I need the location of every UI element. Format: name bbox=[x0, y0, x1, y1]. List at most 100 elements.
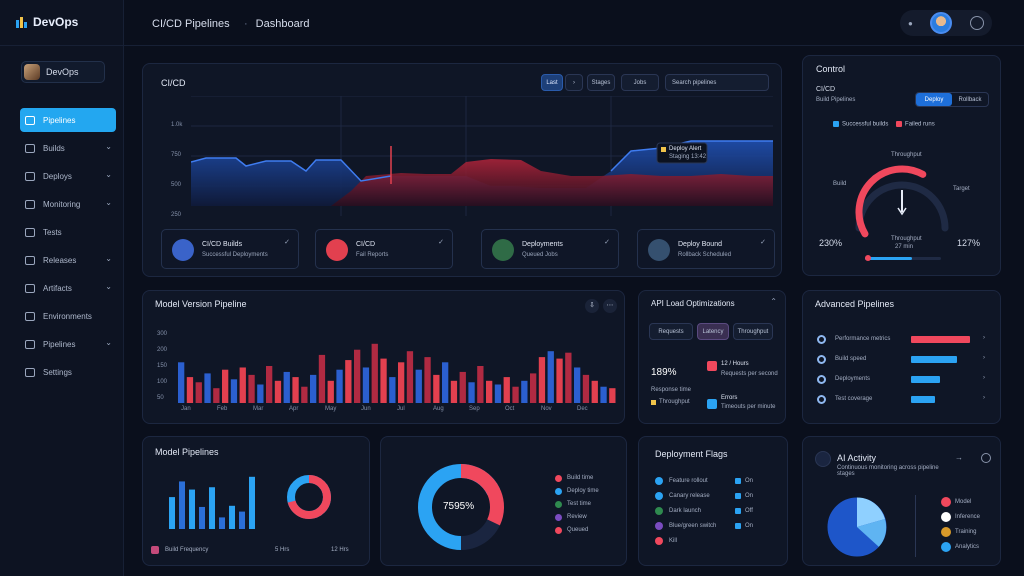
jobs-button[interactable]: Jobs bbox=[621, 74, 659, 91]
sidebar-item-7[interactable]: Environments bbox=[20, 304, 116, 328]
model-bar bbox=[600, 386, 607, 403]
sidebar-item-4[interactable]: Tests bbox=[20, 220, 116, 244]
adv-row-track bbox=[911, 336, 975, 343]
donut-legend-label: Build time bbox=[567, 475, 594, 481]
sidebar-item-0[interactable]: Pipelines bbox=[20, 108, 116, 132]
model-x-tick: Apr bbox=[289, 406, 299, 412]
sidebar-item-3[interactable]: Monitoring ⌄ bbox=[20, 192, 116, 216]
chevron-down-icon: ⌄ bbox=[105, 142, 112, 151]
deploy-toggle: Deploy Rollback bbox=[915, 92, 989, 107]
status-card[interactable]: Deploy Bound Rollback Scheduled ✓ bbox=[637, 229, 775, 269]
model-x-tick: Dec bbox=[577, 406, 588, 412]
control-title: Control bbox=[816, 64, 846, 74]
model-bar bbox=[521, 380, 528, 403]
model-x-tick: Nov bbox=[541, 406, 552, 412]
cicd-y-tick: 250 bbox=[171, 212, 182, 218]
model-x-tick: Jun bbox=[361, 406, 371, 412]
sidebar-item-8[interactable]: Pipelines ⌄ bbox=[20, 332, 116, 356]
cicd-panel: CI/CD Last › Stages Jobs Search pipeline… bbox=[142, 63, 782, 277]
settings-icon[interactable] bbox=[970, 16, 984, 30]
last-button[interactable]: Last bbox=[541, 74, 563, 91]
stages-button[interactable]: Stages bbox=[587, 74, 615, 91]
user-avatar[interactable] bbox=[930, 12, 953, 34]
mp-bar bbox=[189, 489, 195, 529]
gauge-dot bbox=[865, 255, 871, 261]
flag-toggle[interactable] bbox=[735, 493, 741, 499]
sidebar-item-icon bbox=[25, 255, 35, 265]
sidebar-item-6[interactable]: Artifacts ⌄ bbox=[20, 276, 116, 300]
status-card-icon bbox=[172, 239, 194, 261]
chevron-right-icon[interactable]: › bbox=[983, 355, 985, 361]
model-bar bbox=[230, 379, 238, 403]
ai-sub: Continuous monitoring across pipeline st… bbox=[837, 465, 939, 477]
chevron-down-icon[interactable]: › bbox=[565, 74, 583, 91]
status-card-sub: Queued Jobs bbox=[522, 252, 558, 258]
model-bar bbox=[574, 367, 581, 403]
status-card[interactable]: CI/CD Fail Reports ✓ bbox=[315, 229, 453, 269]
download-icon[interactable]: ⇩ bbox=[585, 299, 599, 313]
mp-bar bbox=[219, 517, 225, 529]
model-bar bbox=[565, 352, 572, 403]
tab-throughput[interactable]: Throughput bbox=[733, 323, 773, 340]
tab-latency[interactable]: Latency bbox=[697, 323, 729, 340]
adv-row-bar bbox=[911, 336, 970, 343]
adv-title: Advanced Pipelines bbox=[815, 299, 895, 309]
model-bar bbox=[213, 388, 220, 403]
sidebar-item-5[interactable]: Releases ⌄ bbox=[20, 248, 116, 272]
model-bar bbox=[424, 357, 431, 403]
chevron-right-icon[interactable]: › bbox=[983, 375, 985, 381]
model-bar bbox=[274, 380, 282, 403]
search-input[interactable]: Search pipelines bbox=[665, 74, 769, 91]
toggle-rollback[interactable]: Rollback bbox=[958, 96, 982, 103]
brand[interactable]: DevOps bbox=[16, 15, 78, 29]
sidebar-item-label: Builds bbox=[43, 143, 65, 153]
gauge-center-label: Throughput bbox=[891, 236, 922, 242]
red-series-area bbox=[331, 159, 773, 206]
gauge-left-label: Build bbox=[833, 181, 847, 187]
flag-toggle[interactable] bbox=[735, 478, 741, 484]
tab-requests[interactable]: Requests bbox=[649, 323, 693, 340]
sidebar-item-1[interactable]: Builds ⌄ bbox=[20, 136, 116, 160]
status-card[interactable]: CI/CD Builds Successful Deployments ✓ bbox=[161, 229, 299, 269]
flag-toggle[interactable] bbox=[735, 508, 741, 514]
sidebar-item-label: Deploys bbox=[43, 171, 72, 181]
adv-row-label: Deployments bbox=[835, 376, 871, 382]
check-icon: ✓ bbox=[284, 239, 290, 246]
model-y-tick: 200 bbox=[157, 347, 168, 353]
donut-legend-label: Deploy time bbox=[567, 488, 599, 494]
sidebar-item-label: Settings bbox=[43, 367, 72, 377]
adv-row-bar bbox=[911, 396, 936, 403]
adv-row-icon bbox=[817, 395, 826, 404]
flag-label: Dark launch bbox=[669, 508, 702, 514]
model-bar bbox=[389, 377, 396, 403]
sidebar-item-2[interactable]: Deploys ⌄ bbox=[20, 164, 116, 188]
sidebar-item-label: Monitoring bbox=[43, 199, 81, 209]
arrow-right-icon[interactable]: → bbox=[955, 453, 963, 462]
model-x-tick: Feb bbox=[217, 406, 228, 412]
gauge-fill-bar bbox=[865, 257, 913, 260]
collapse-icon[interactable]: ⌃ bbox=[770, 297, 777, 306]
check-icon: ✓ bbox=[604, 239, 610, 246]
ai-legend-dot bbox=[941, 497, 951, 507]
model-bar bbox=[442, 362, 449, 403]
gauge-center-sub: 27 min bbox=[895, 244, 914, 250]
model-bar bbox=[380, 358, 387, 403]
donut-legend-dot bbox=[555, 488, 562, 495]
sidebar-item-9[interactable]: Settings bbox=[20, 360, 116, 384]
legend-success-swatch bbox=[833, 121, 839, 127]
chevron-right-icon[interactable]: › bbox=[983, 335, 985, 341]
status-card-sub: Rollback Scheduled bbox=[678, 252, 732, 258]
more-icon[interactable]: ⋯ bbox=[603, 299, 617, 313]
profile-switcher[interactable]: DevOps bbox=[21, 61, 105, 83]
adv-row-track bbox=[911, 356, 975, 363]
status-card[interactable]: Deployments Queued Jobs ✓ bbox=[481, 229, 619, 269]
chevron-down-icon: ⌄ bbox=[105, 254, 112, 263]
notification-icon[interactable]: ● bbox=[908, 18, 913, 28]
settings-icon[interactable] bbox=[981, 453, 991, 463]
status-card-sub: Successful Deployments bbox=[202, 252, 268, 258]
toggle-deploy[interactable]: Deploy bbox=[916, 93, 952, 106]
sidebar-item-label: Artifacts bbox=[43, 283, 72, 293]
flag-toggle[interactable] bbox=[735, 523, 741, 529]
chevron-right-icon[interactable]: › bbox=[983, 395, 985, 401]
breadcrumb[interactable]: · Dashboard bbox=[244, 18, 310, 30]
